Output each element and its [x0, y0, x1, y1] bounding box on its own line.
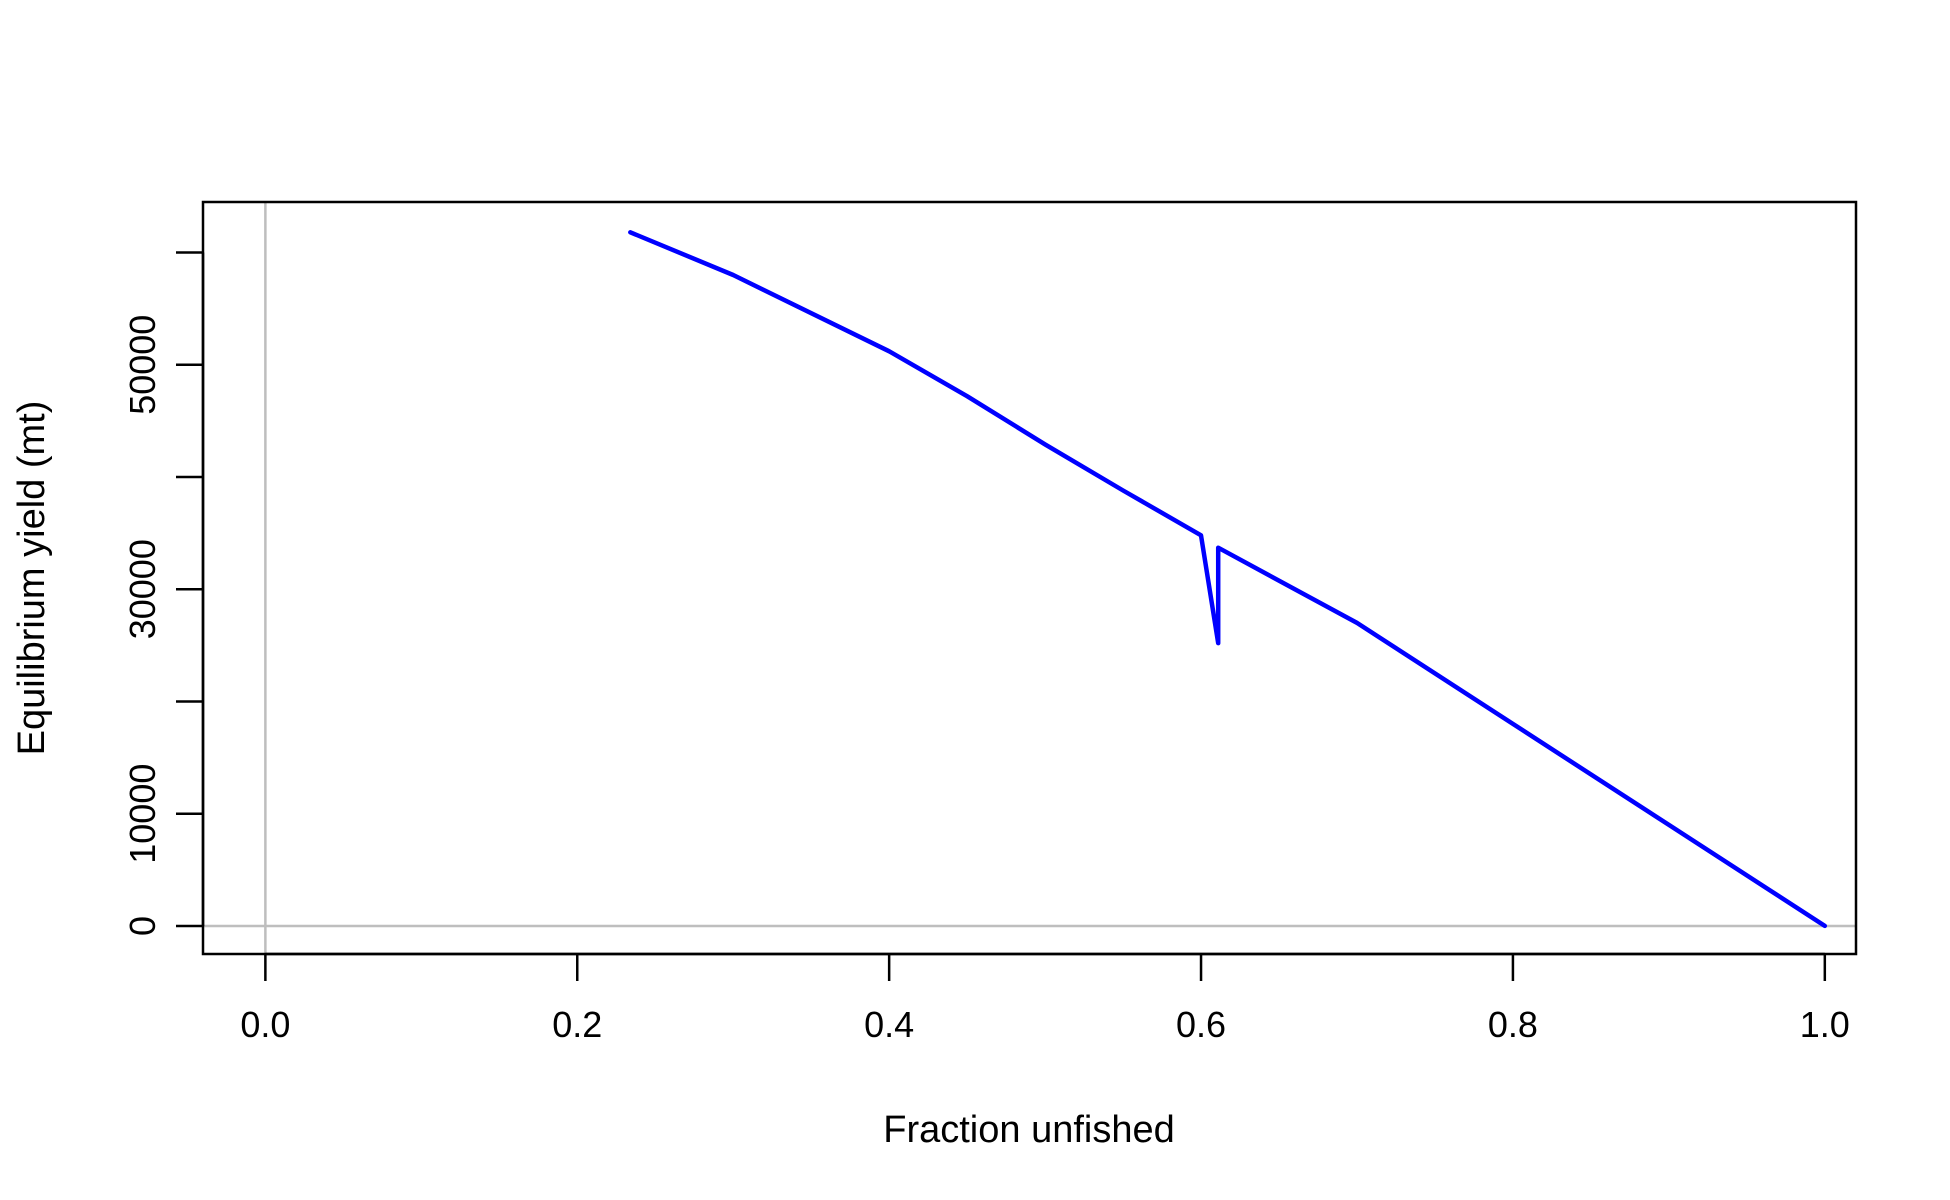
- y-axis: 0 10000 30000 50000: [122, 251, 205, 936]
- y-tick-label: 30000: [122, 539, 163, 639]
- y-axis-title: Equilibrium yield (mt): [11, 401, 53, 756]
- series-line-0: [628, 230, 1828, 929]
- x-tick-label: 0.6: [1176, 1004, 1226, 1045]
- x-tick-label: 1.0: [1800, 1004, 1850, 1045]
- series-layer: [628, 230, 1828, 929]
- y-tick-label: 0: [122, 916, 163, 936]
- reference-lines: [203, 202, 1856, 954]
- x-tick-label: 0.8: [1488, 1004, 1538, 1045]
- y-tick-label: 10000: [122, 764, 163, 864]
- x-tick-label: 0.2: [552, 1004, 602, 1045]
- x-tick-label: 0.0: [240, 1004, 290, 1045]
- x-axis-title: Fraction unfished: [883, 1109, 1175, 1151]
- x-axis: 0.0 0.2 0.4 0.6 0.8 1.0: [240, 952, 1850, 1045]
- y-tick-label: 50000: [122, 315, 163, 415]
- x-tick-label: 0.4: [864, 1004, 914, 1045]
